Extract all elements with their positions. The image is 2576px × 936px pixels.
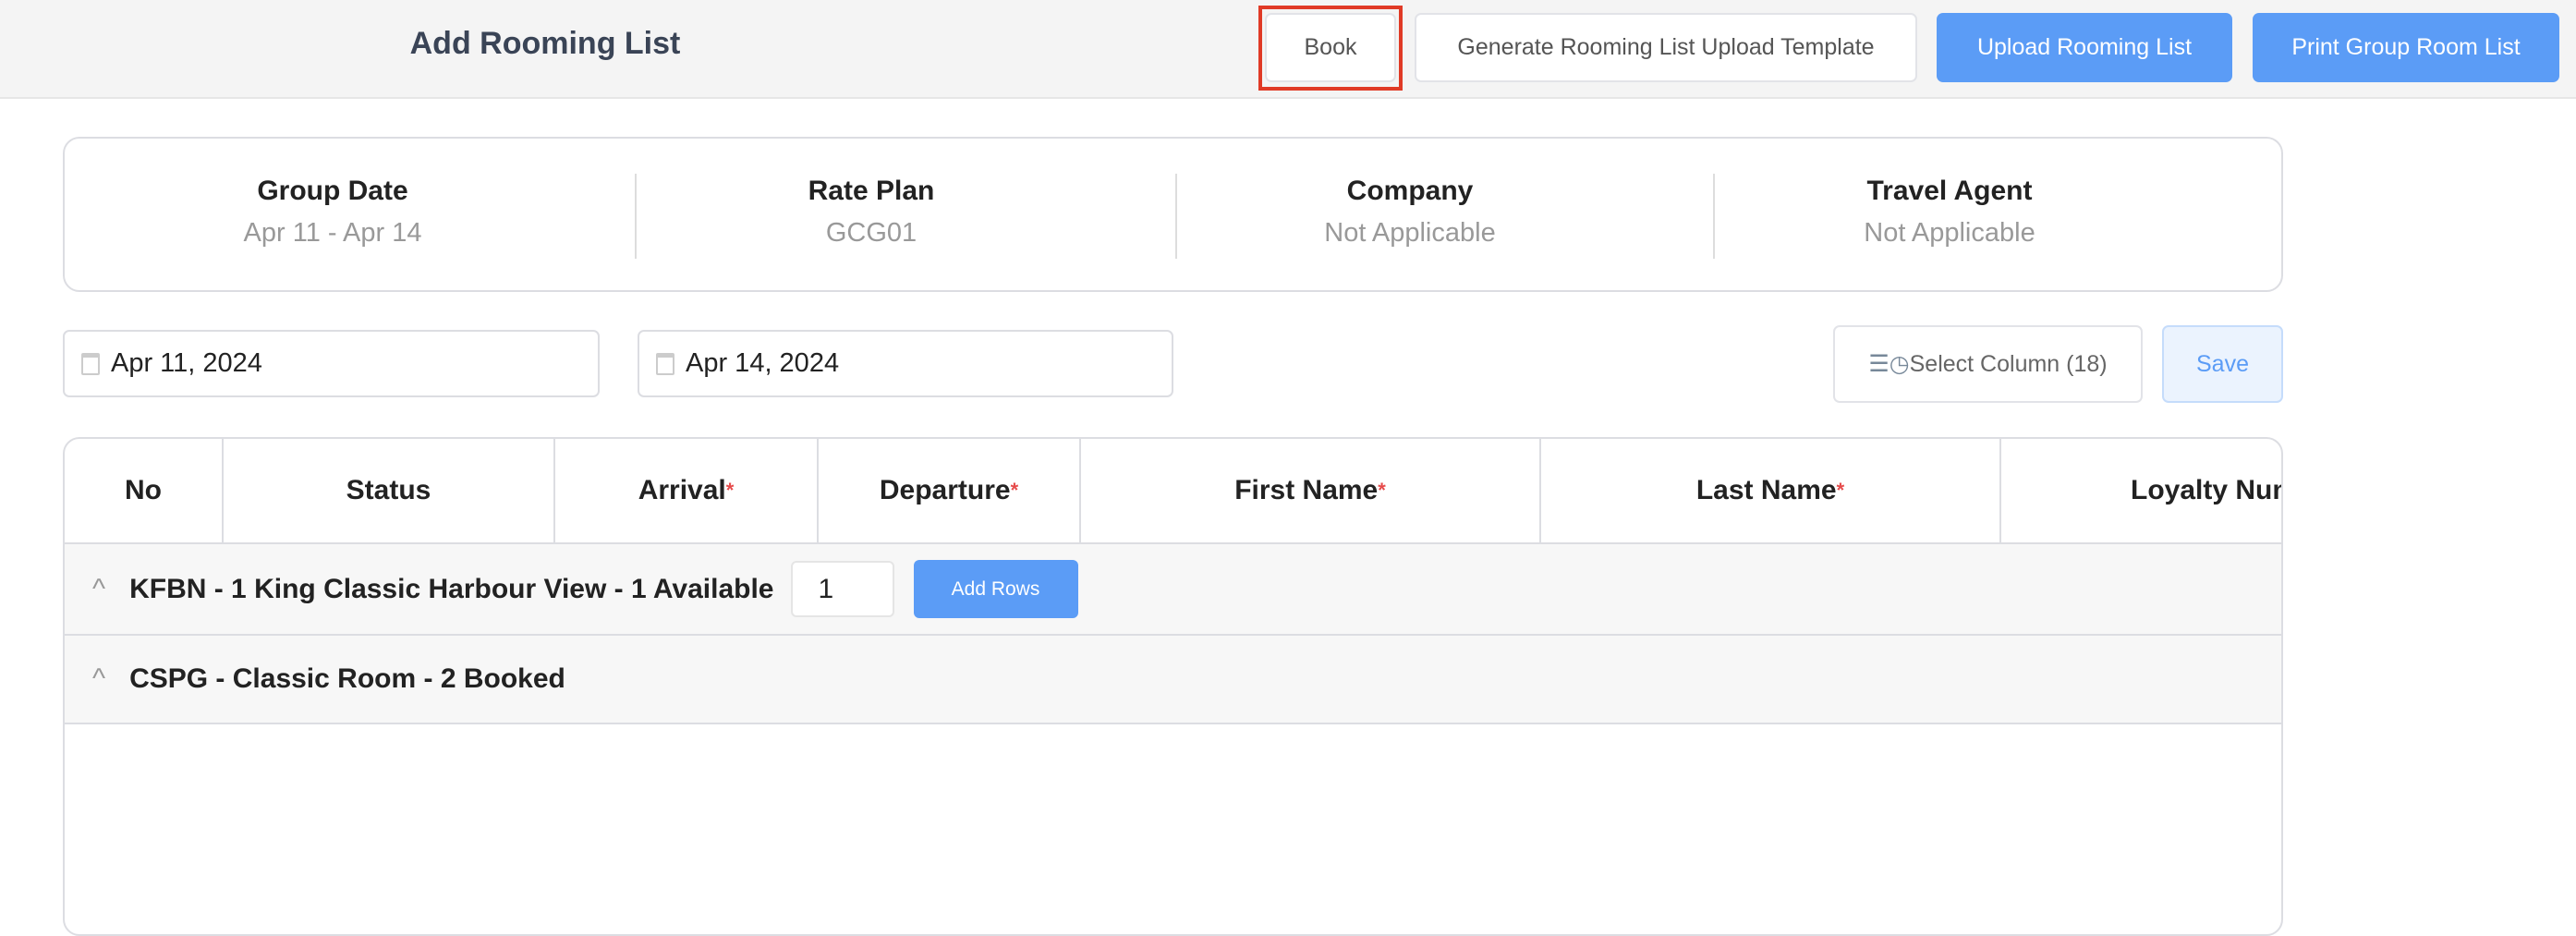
room-group-row: ^ CSPG - Classic Room - 2 Booked xyxy=(65,634,2281,724)
select-column-button[interactable]: ☰◷ Select Column (18) xyxy=(1833,325,2143,403)
start-date-input[interactable]: Apr 11, 2024 xyxy=(63,330,600,397)
required-mark: * xyxy=(1836,479,1845,502)
group-label: CSPG - Classic Room - 2 Booked xyxy=(129,663,565,694)
chevron-up-icon[interactable]: ^ xyxy=(92,663,106,694)
col-label: Status xyxy=(346,475,431,505)
col-arrival: Arrival * xyxy=(555,439,819,542)
info-value: Apr 11 - Apr 14 xyxy=(243,218,422,248)
start-date-value: Apr 11, 2024 xyxy=(111,348,262,378)
page-title: Add Rooming List xyxy=(409,26,681,61)
divider xyxy=(1713,174,1715,259)
col-status: Status xyxy=(224,439,555,542)
col-no: No xyxy=(65,439,224,542)
end-date-input[interactable]: Apr 14, 2024 xyxy=(638,330,1173,397)
required-mark: * xyxy=(1378,479,1386,502)
info-value: Not Applicable xyxy=(1864,218,2035,248)
columns-icon: ☰◷ xyxy=(1868,351,1910,377)
group-info-card: Group Date Apr 11 - Apr 14 Rate Plan GCG01… xyxy=(63,137,2283,292)
col-label: No xyxy=(125,475,162,505)
col-label: Arrival xyxy=(638,475,726,505)
col-departure: Departure * xyxy=(819,439,1081,542)
generate-template-button[interactable]: Generate Rooming List Upload Template xyxy=(1415,13,1917,82)
end-date-value: Apr 14, 2024 xyxy=(686,348,840,378)
calendar-icon xyxy=(656,352,674,375)
info-company: Company Not Applicable xyxy=(1142,176,1678,249)
divider xyxy=(635,174,637,259)
required-mark: * xyxy=(725,479,735,502)
required-mark: * xyxy=(1010,479,1019,502)
info-travel-agent: Travel Agent Not Applicable xyxy=(1682,176,2218,249)
chevron-up-icon[interactable]: ^ xyxy=(92,573,106,604)
info-label: Company xyxy=(1346,176,1474,206)
print-group-room-list-button[interactable]: Print Group Room List xyxy=(2253,13,2559,82)
rooming-table: No Status Arrival * Departure * First Name… xyxy=(63,437,2283,936)
info-value: Not Applicable xyxy=(1324,218,1496,248)
divider xyxy=(1175,174,1177,259)
info-group-date: Group Date Apr 11 - Apr 14 xyxy=(65,176,601,249)
rows-count-input[interactable]: 1 xyxy=(790,561,894,617)
info-value: GCG01 xyxy=(825,218,917,248)
col-first-name: First Name * xyxy=(1081,439,1541,542)
room-group-row: ^ KFBN - 1 King Classic Harbour View - 1… xyxy=(65,542,2281,634)
col-label: First Name xyxy=(1234,475,1379,505)
info-label: Travel Agent xyxy=(1866,176,2033,206)
save-button[interactable]: Save xyxy=(2162,325,2283,403)
group-label: KFBN - 1 King Classic Harbour View - 1 A… xyxy=(129,573,774,604)
col-label: Departure xyxy=(879,475,1011,505)
book-button[interactable]: Book xyxy=(1265,13,1396,82)
highlight-box xyxy=(1258,6,1403,91)
add-rows-button[interactable]: Add Rows xyxy=(913,560,1078,618)
calendar-icon xyxy=(81,352,100,375)
upload-rooming-list-button[interactable]: Upload Rooming List xyxy=(1937,13,2232,82)
info-label: Group Date xyxy=(257,176,408,206)
col-loyalty-number: Loyalty Num xyxy=(2001,439,2283,542)
col-label: Loyalty Num xyxy=(2131,475,2283,505)
col-label: Last Name xyxy=(1695,475,1837,505)
col-last-name: Last Name * xyxy=(1541,439,2001,542)
select-column-label: Select Column (18) xyxy=(1909,350,2108,377)
info-label: Rate Plan xyxy=(808,176,935,206)
info-rate-plan: Rate Plan GCG01 xyxy=(603,176,1139,249)
